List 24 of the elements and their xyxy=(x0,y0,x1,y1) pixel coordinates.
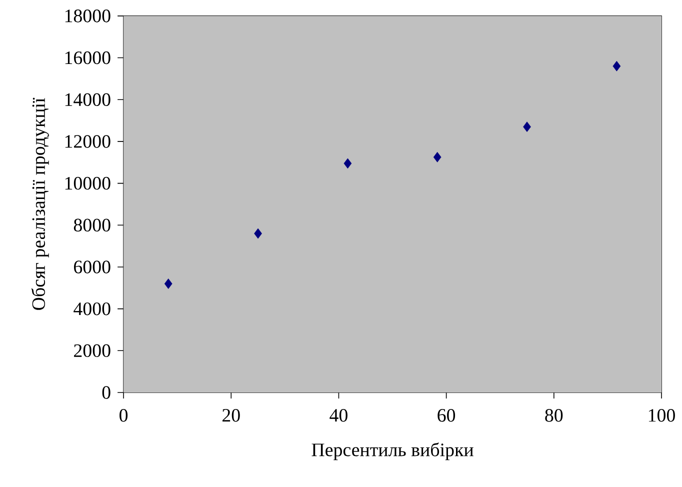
point xyxy=(433,152,442,162)
x-tick-label: 20 xyxy=(222,408,240,422)
point xyxy=(254,228,262,239)
y-tick-label: 2000 xyxy=(74,344,110,357)
y-tick-label: 8000 xyxy=(74,218,110,232)
y-tick-label: 10000 xyxy=(65,176,110,190)
point xyxy=(344,158,352,169)
point xyxy=(612,60,621,72)
y-tick-label: 6000 xyxy=(74,260,110,274)
x-tick-label: 40 xyxy=(330,408,348,422)
y-tick-label: 18000 xyxy=(65,9,110,22)
y-tick-label: 16000 xyxy=(65,51,110,64)
x-tick-label: 60 xyxy=(438,408,456,422)
point xyxy=(523,122,531,132)
y-tick-label: 14000 xyxy=(65,93,110,106)
x-axis-title: Персентиль вибірки xyxy=(312,442,474,460)
y-axis-title: Обсяг реалізації продукції xyxy=(31,98,49,310)
point xyxy=(164,278,172,289)
y-tick-label: 12000 xyxy=(65,135,110,148)
y-tick-label: 4000 xyxy=(74,302,110,316)
x-tick-label: 80 xyxy=(545,408,563,422)
x-tick-label: 100 xyxy=(648,408,675,422)
x-tick-label: 0 xyxy=(120,408,128,422)
y-tick-label: 0 xyxy=(102,386,110,399)
